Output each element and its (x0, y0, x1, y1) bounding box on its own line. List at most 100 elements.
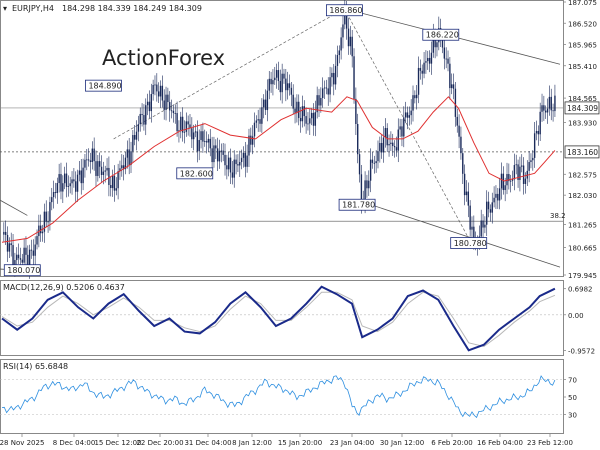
candle-body (205, 141, 208, 143)
candle-body (484, 224, 486, 228)
candle-body (200, 131, 202, 141)
candle-body (228, 157, 230, 170)
candle-body (502, 173, 505, 191)
candle-body (414, 95, 416, 99)
candle-body (239, 162, 241, 166)
x-tick-label: 28 Nov 2025 (0, 439, 44, 447)
candle-body (452, 84, 455, 89)
candle-body (338, 50, 340, 56)
candle-body (524, 178, 527, 184)
candle-body (14, 260, 16, 268)
candle-body (541, 105, 543, 112)
price-label-box (3, 264, 41, 277)
candle-body (229, 157, 232, 173)
candle-body (215, 145, 217, 149)
candle-body (52, 192, 55, 198)
candle-body (463, 173, 466, 196)
chart-menu-icon[interactable]: ▾ (3, 4, 7, 13)
candle-body (462, 153, 464, 174)
candle-body (397, 129, 399, 151)
candle-body (148, 101, 151, 112)
candle-body (298, 101, 300, 118)
candle-body (423, 62, 425, 74)
candle-body (167, 94, 169, 103)
ohlc-label: 184.298 184.339 184.249 184.309 (62, 4, 202, 13)
fib-label: 38.2 (550, 212, 566, 220)
candle-body (89, 160, 92, 163)
price-tick-label: 183.930 (568, 119, 597, 127)
candle-body (388, 144, 390, 146)
candle-body (54, 192, 57, 194)
price-label-2: 186.860 (329, 6, 362, 15)
price-tick-label: 182.575 (568, 171, 597, 179)
candle-body (546, 108, 549, 113)
candle-body (264, 99, 267, 111)
price-label-box (85, 79, 122, 92)
candle-body (82, 167, 84, 184)
candle-body (178, 130, 180, 132)
x-tick-label: 23 Jan 04:00 (330, 439, 374, 447)
candle-body (314, 112, 317, 126)
candle-body (124, 157, 127, 170)
candle-body (198, 140, 200, 152)
candle-body (187, 121, 189, 125)
candle-body (493, 197, 495, 203)
x-tick-label: 22 Dec 20:00 (136, 439, 183, 447)
candle-body (132, 135, 134, 152)
candle-body (6, 234, 9, 252)
candle-body (425, 61, 427, 63)
candle-body (100, 166, 103, 175)
candle-body (355, 98, 357, 124)
candle-body (390, 142, 392, 145)
candle-body (34, 244, 36, 256)
candle-body (290, 87, 293, 95)
candle-body (163, 100, 165, 110)
candle-body (480, 220, 482, 237)
candle-body (345, 7, 348, 29)
candle-body (447, 58, 449, 64)
candle-body (539, 111, 541, 135)
candle-body (331, 72, 333, 78)
candle-body (71, 179, 73, 184)
dashed-down-projection (344, 8, 469, 239)
candle-body (263, 99, 265, 108)
candle-body (3, 231, 5, 235)
candle-body (382, 137, 385, 153)
candle-body (41, 231, 44, 234)
candle-body (202, 131, 204, 142)
candle-body (329, 77, 331, 95)
candle-body (137, 124, 140, 132)
candle-body (170, 110, 173, 112)
candle-body (21, 259, 23, 263)
candle-body (216, 148, 219, 162)
candle-body (500, 173, 503, 189)
x-tick-label: 31 Dec 04:00 (184, 439, 231, 447)
candle-body (65, 173, 68, 187)
candle-body (169, 102, 171, 111)
candle-body (224, 154, 226, 166)
candle-body (248, 135, 250, 156)
candle-body (321, 88, 324, 98)
candle-body (401, 126, 403, 137)
rsi-tick-label: 70 (568, 377, 577, 385)
candle-body (285, 78, 287, 91)
candle-body (75, 181, 77, 192)
candle-body (471, 226, 473, 230)
candle-body (517, 164, 519, 181)
candle-body (110, 185, 112, 189)
candle-body (451, 84, 453, 89)
rsi-layer (0, 375, 563, 419)
candle-body (340, 37, 342, 51)
candle-body (316, 95, 318, 113)
candle-body (548, 96, 551, 109)
candle-body (421, 70, 423, 74)
candle-body (554, 95, 556, 112)
candle-body (67, 186, 70, 188)
candle-body (299, 117, 302, 122)
candle-body (456, 116, 458, 126)
candle-body (465, 191, 468, 196)
candle-body (522, 165, 525, 184)
price-panel-frame (0, 0, 564, 277)
candle-body (333, 72, 335, 85)
